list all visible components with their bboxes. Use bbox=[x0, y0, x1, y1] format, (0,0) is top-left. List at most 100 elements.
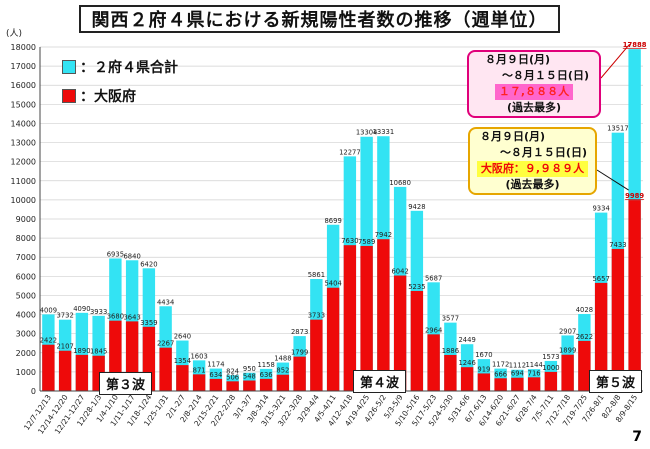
y-tick-label: 12000 bbox=[11, 158, 36, 167]
y-tick-label: 14000 bbox=[11, 119, 36, 128]
data-label-total: 2873 bbox=[291, 328, 308, 336]
data-label-total: 17888 bbox=[623, 41, 647, 49]
data-label-osaka: 1246 bbox=[458, 359, 475, 367]
bar-osaka bbox=[42, 344, 55, 391]
bar-osaka bbox=[527, 377, 541, 391]
data-label-total: 950 bbox=[243, 365, 256, 373]
data-label-osaka: 694 bbox=[511, 370, 524, 378]
bar-osaka bbox=[511, 377, 524, 391]
data-label-osaka: 3680 bbox=[107, 313, 124, 321]
data-label-total: 1172 bbox=[492, 361, 509, 369]
data-label-osaka: 3733 bbox=[308, 312, 325, 320]
data-label-osaka: 7942 bbox=[375, 231, 392, 239]
data-label-total: 3732 bbox=[56, 312, 73, 320]
bar-osaka bbox=[192, 374, 206, 391]
bar-osaka bbox=[594, 282, 608, 391]
legend-label-total: ：２府４県合計 bbox=[80, 60, 178, 76]
y-tick-label: 2000 bbox=[16, 349, 36, 358]
data-label-osaka: 7630 bbox=[341, 237, 358, 245]
callout-osaka-line2: ～８月１５日(日) bbox=[499, 146, 587, 159]
data-label-total: 2449 bbox=[458, 336, 475, 344]
bar-osaka bbox=[393, 275, 407, 391]
data-label-osaka: 1890 bbox=[73, 347, 90, 355]
y-tick-label: 1000 bbox=[16, 368, 36, 377]
y-tick-label: 7000 bbox=[16, 253, 36, 262]
y-tick-label: 16000 bbox=[11, 81, 36, 90]
legend-swatch-osaka bbox=[62, 89, 76, 103]
bars bbox=[42, 49, 641, 392]
bar-osaka bbox=[176, 365, 189, 391]
data-label-osaka: 2267 bbox=[157, 340, 174, 348]
data-label-total: 5687 bbox=[425, 274, 442, 282]
data-label-total: 4434 bbox=[157, 298, 174, 306]
data-label-total: 2907 bbox=[559, 327, 576, 335]
y-tick-label: 9000 bbox=[16, 215, 36, 224]
bar-osaka bbox=[494, 378, 507, 391]
callout-osaka: ８月９日(月) ～８月１５日(日) 大阪府：９,９８９人 (過去最多) bbox=[468, 127, 597, 195]
data-label-osaka: 2422 bbox=[40, 337, 57, 345]
callout-total-line1: ８月９日(月) bbox=[485, 53, 551, 66]
bar-osaka bbox=[477, 373, 491, 391]
bar-osaka bbox=[75, 354, 89, 391]
data-label-total: 1174 bbox=[207, 361, 224, 369]
data-label-osaka: 5235 bbox=[408, 283, 425, 291]
bar-osaka bbox=[460, 367, 474, 391]
y-tick-label: 11000 bbox=[11, 177, 36, 186]
data-label-total: 1670 bbox=[475, 351, 492, 359]
y-tick-label: 4000 bbox=[16, 311, 36, 320]
page-number: 7 bbox=[632, 429, 642, 445]
y-tick-label: 15000 bbox=[11, 100, 36, 109]
bar-osaka bbox=[628, 200, 641, 391]
data-label-total: 824 bbox=[226, 367, 239, 375]
bar-osaka bbox=[410, 290, 424, 391]
bar-osaka bbox=[578, 340, 591, 391]
y-tick-label: 13000 bbox=[11, 139, 36, 148]
bar-osaka bbox=[226, 381, 239, 391]
x-axis-ticks: 12/7-12/1312/14-12/2012/21-12/2712/28-1/… bbox=[22, 393, 639, 436]
bar-osaka bbox=[243, 380, 256, 391]
callout-osaka-note: (過去最多) bbox=[505, 178, 560, 191]
data-label-osaka: 1886 bbox=[442, 347, 459, 355]
bar-osaka bbox=[377, 239, 390, 391]
data-label-total: 9334 bbox=[592, 205, 609, 213]
bar-osaka bbox=[326, 287, 340, 391]
callout-total-value: １７,８８８人 bbox=[494, 84, 574, 100]
y-tick-label: 3000 bbox=[16, 330, 36, 339]
bar-osaka bbox=[259, 378, 273, 391]
data-label-total: 3577 bbox=[442, 315, 459, 323]
y-tick-label: 17000 bbox=[11, 62, 36, 71]
data-label-total: 8699 bbox=[324, 217, 341, 225]
bar-osaka bbox=[209, 378, 223, 391]
data-label-total: 4090 bbox=[73, 305, 90, 313]
data-label-osaka: 634 bbox=[209, 371, 222, 379]
arrow-total bbox=[600, 43, 631, 79]
arrow-osaka bbox=[596, 169, 629, 191]
data-label-osaka: 2107 bbox=[56, 343, 73, 351]
callout-arrows bbox=[596, 43, 631, 191]
data-label-osaka: 666 bbox=[494, 370, 507, 378]
bar-osaka bbox=[561, 354, 574, 391]
data-label-total: 3933 bbox=[90, 308, 107, 316]
bar-osaka bbox=[293, 356, 306, 391]
bar-osaka bbox=[360, 245, 373, 391]
wave-4-label: 第４波 bbox=[353, 370, 407, 393]
data-label-osaka: 2622 bbox=[576, 333, 593, 341]
data-label-total: 13304 bbox=[356, 129, 378, 137]
data-label-total: 1112 bbox=[509, 362, 526, 370]
legend-swatch-total bbox=[62, 60, 76, 74]
wave-3-label: 第３波 bbox=[99, 372, 153, 395]
bar-osaka bbox=[544, 371, 558, 391]
y-tick-label: 10000 bbox=[11, 196, 36, 205]
callout-osaka-value: 大阪府：９,９８９人 bbox=[476, 161, 589, 177]
callout-total-line2: ～８月１５日(日) bbox=[501, 69, 589, 82]
legend-item-osaka: ：大阪府 bbox=[62, 86, 136, 106]
data-label-total: 12277 bbox=[339, 148, 361, 156]
wave-5-label: 第５波 bbox=[589, 370, 643, 393]
data-label-osaka: 1845 bbox=[90, 348, 107, 356]
data-label-total: 4028 bbox=[576, 306, 593, 314]
data-label-total: 1573 bbox=[542, 353, 559, 361]
data-label-total: 4009 bbox=[40, 306, 57, 314]
data-label-total: 1488 bbox=[274, 355, 291, 363]
y-tick-label: 5000 bbox=[16, 291, 36, 300]
data-label-total: 6935 bbox=[107, 250, 124, 258]
